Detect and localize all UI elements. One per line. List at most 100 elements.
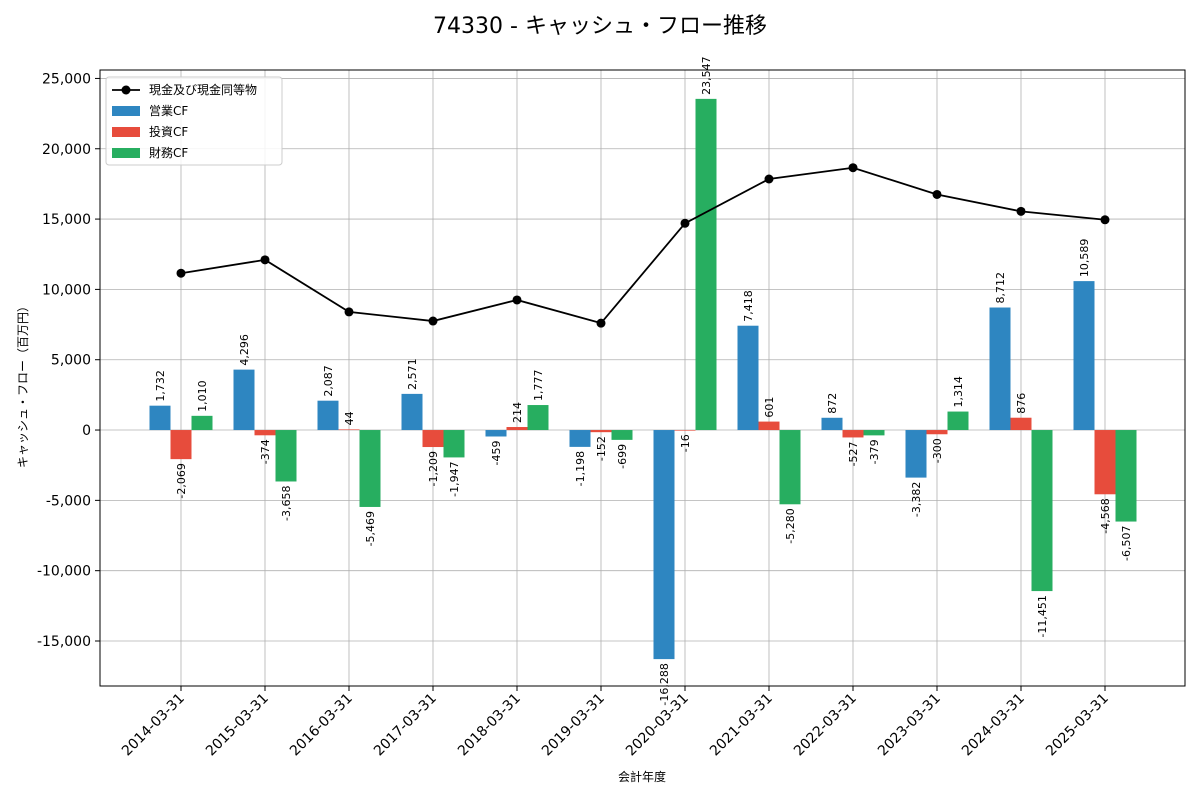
y-axis-label: キャッシュ・フロー（百万円） [16,300,30,468]
data-label-投資CF: 876 [1015,393,1028,414]
data-label-営業CF: 7,418 [742,290,755,322]
cash-line-path [180,166,1106,325]
legend-swatch [112,148,140,158]
data-label-投資CF: -1,209 [427,451,440,486]
bar-営業CF [401,393,423,431]
x-tick-label: 2023-03-31 [875,691,944,760]
data-label-投資CF: -300 [931,438,944,463]
data-label-投資CF: -527 [847,441,860,466]
bar-財務CF [527,405,549,431]
legend-swatch [112,127,140,137]
data-label-営業CF: -1,198 [574,451,587,486]
legend-label: 営業CF [149,104,188,118]
bar-投資CF [674,430,696,431]
cash-point [680,218,690,228]
bar-営業CF [737,325,759,431]
x-tick-label: 2017-03-31 [371,691,440,760]
x-tick-label: 2021-03-31 [707,691,776,760]
bar-営業CF [821,417,843,431]
data-label-投資CF: -16 [679,434,692,452]
data-label-財務CF: -699 [616,444,629,469]
cash-point [260,255,270,265]
cash-point [764,174,774,184]
bar-財務CF [611,430,633,440]
data-label-財務CF: 1,010 [196,380,209,412]
data-label-投資CF: -374 [259,439,272,464]
data-label-投資CF: -152 [595,436,608,461]
bar-営業CF [149,405,171,431]
data-label-財務CF: -6,507 [1120,526,1133,561]
x-tick-label: 2025-03-31 [1043,691,1112,760]
bar-営業CF [317,400,339,431]
data-label-財務CF: -3,658 [280,485,293,520]
x-tick-label: 2024-03-31 [959,691,1028,760]
bar-投資CF [1010,417,1032,431]
bar-投資CF [758,421,780,431]
data-label-投資CF: 214 [511,402,524,423]
grid [100,70,1185,686]
data-label-財務CF: -1,947 [448,461,461,496]
y-tick-label: 20,000 [42,142,91,158]
cash-point [176,268,186,278]
bar-財務CF [443,430,465,458]
x-tick-label: 2018-03-31 [455,691,524,760]
data-label-営業CF: 10,589 [1078,239,1091,278]
data-label-営業CF: 8,712 [994,272,1007,304]
legend-swatch [112,106,140,116]
data-label-投資CF: 601 [763,397,776,418]
bar-財務CF [779,430,801,505]
cash-point [1100,215,1110,225]
data-label-営業CF: 1,732 [154,370,167,402]
data-label-投資CF: -2,069 [175,463,188,498]
bar-財務CF [359,430,381,507]
bar-営業CF [1073,281,1095,431]
chart-title: 74330 - キャッシュ・フロー推移 [433,14,767,39]
data-label-営業CF: -3,382 [910,482,923,517]
data-label-営業CF: 2,087 [322,365,335,397]
bar-財務CF [191,415,213,431]
x-tick-label: 2015-03-31 [203,691,272,760]
x-axis-ticks: 2014-03-31 2015-03-31 2016-03-31 2017-03-31… [119,686,1112,759]
y-tick-label: 0 [82,423,91,439]
data-label-投資CF: -4,568 [1099,498,1112,533]
legend-label: 現金及び現金同等物 [149,82,257,97]
bar-財務CF [1031,430,1053,592]
cash-point [1016,206,1026,216]
bar-投資CF [170,430,192,460]
bars [149,98,1137,660]
bar-財務CF [695,98,717,431]
data-label-営業CF: -16,288 [658,663,671,705]
bar-営業CF [653,430,675,660]
y-tick-label: -15,000 [37,634,91,650]
bar-投資CF [254,430,276,436]
bar-投資CF [506,427,528,431]
bar-投資CF [842,430,864,438]
y-tick-label: 5,000 [51,353,91,369]
cash-point [596,318,606,328]
bar-財務CF [947,411,969,431]
cash-point [512,295,522,305]
bar-財務CF [275,430,297,482]
bar-財務CF [863,430,885,436]
legend-label: 財務CF [149,145,188,160]
legend-box [105,76,283,166]
bar-投資CF [1094,430,1116,495]
x-tick-label: 2014-03-31 [119,691,188,760]
bar-営業CF [233,369,255,431]
y-tick-label: 25,000 [42,71,91,87]
data-label-営業CF: -459 [490,440,503,465]
bar-投資CF [422,430,444,448]
y-tick-label: -5,000 [46,493,91,509]
data-label-営業CF: 2,571 [406,358,419,390]
bar-投資CF [926,430,948,435]
data-labels: 1,732 4,296 2,087 2,571 -459 -1,198 -16,288 7,4… [154,56,1133,705]
bar-営業CF [989,307,1011,431]
y-axis-ticks: -15,000 -10,000 -5,000 0 5,000 10,000 15,000 20… [37,71,100,650]
x-tick-label: 2022-03-31 [791,691,860,760]
data-label-財務CF: 1,777 [532,370,545,402]
data-label-財務CF: 23,547 [700,56,713,95]
bar-営業CF [485,430,507,437]
y-tick-label: 10,000 [42,282,91,298]
bar-営業CF [905,430,927,478]
